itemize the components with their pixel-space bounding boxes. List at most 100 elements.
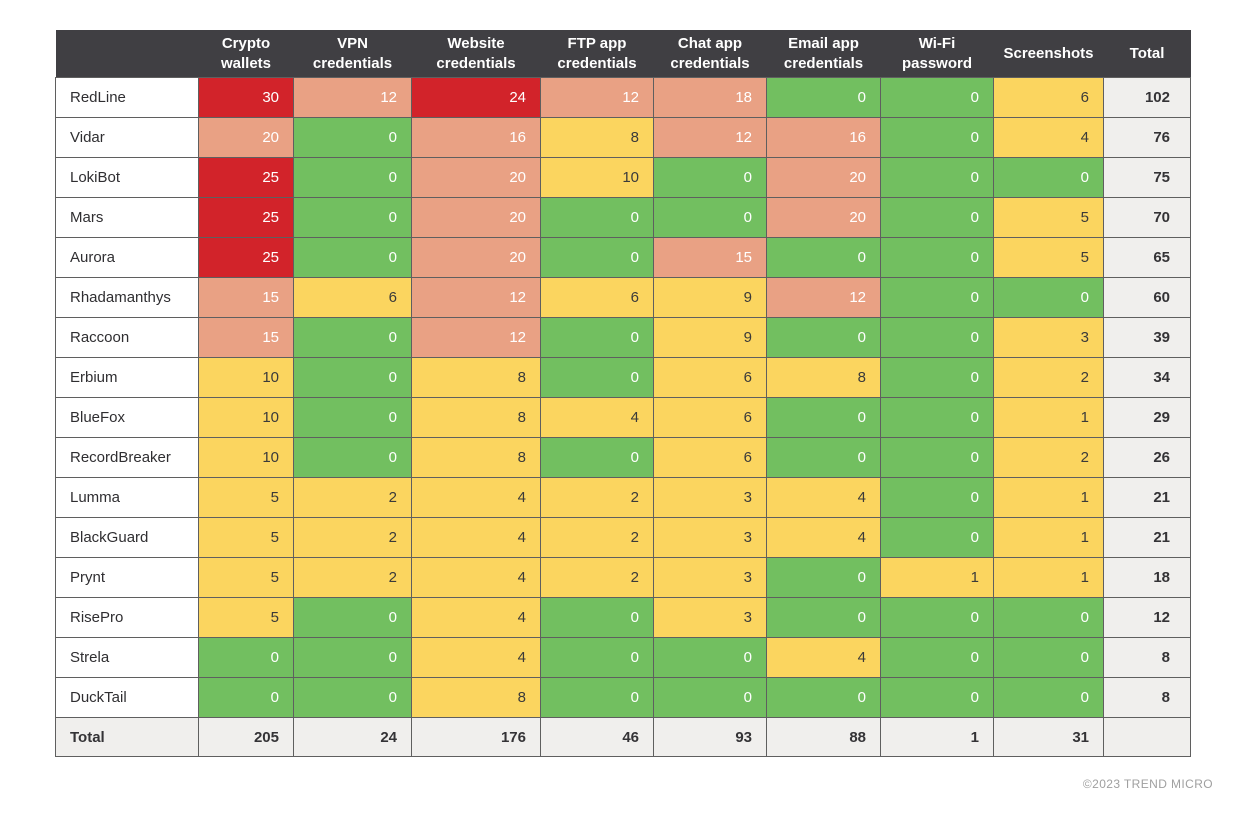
value-cell: 12 — [411, 317, 541, 358]
total-row: Total 205 24 176 46 93 88 1 31 — [55, 717, 1191, 757]
corner-header — [55, 30, 199, 78]
value-cell: 0 — [766, 237, 881, 278]
value-cell: 5 — [198, 477, 294, 518]
value-cell: 4 — [411, 597, 541, 638]
value-cell: 0 — [293, 437, 412, 478]
value-cell: 5 — [993, 197, 1104, 238]
row-total-cell: 12 — [1103, 597, 1191, 638]
value-cell: 1 — [993, 557, 1104, 598]
row-total-cell: 76 — [1103, 117, 1191, 158]
value-cell: 3 — [653, 517, 767, 558]
malware-name-cell: Lumma — [55, 477, 199, 518]
value-cell: 25 — [198, 157, 294, 198]
row-total-cell: 60 — [1103, 277, 1191, 318]
value-cell: 0 — [766, 437, 881, 478]
value-cell: 15 — [653, 237, 767, 278]
value-cell: 0 — [653, 197, 767, 238]
value-cell: 0 — [293, 157, 412, 198]
value-cell: 8 — [766, 357, 881, 398]
value-cell: 0 — [293, 317, 412, 358]
value-cell: 0 — [540, 677, 654, 718]
malware-name-cell: RisePro — [55, 597, 199, 638]
row-total-cell: 65 — [1103, 237, 1191, 278]
value-cell: 3 — [653, 477, 767, 518]
table-row: Raccoon 15 0 12 0 9 0 0 3 39 — [55, 317, 1191, 358]
row-total-cell: 8 — [1103, 677, 1191, 718]
value-cell: 0 — [880, 237, 994, 278]
malware-name-cell: LokiBot — [55, 157, 199, 198]
value-cell: 0 — [766, 317, 881, 358]
value-cell: 12 — [540, 77, 654, 118]
value-cell: 6 — [293, 277, 412, 318]
value-cell: 0 — [880, 437, 994, 478]
value-cell: 6 — [540, 277, 654, 318]
value-cell: 2 — [293, 557, 412, 598]
column-header: FTP app credentials — [540, 30, 654, 78]
value-cell: 0 — [293, 597, 412, 638]
table-body: RedLine 30 12 24 12 18 0 0 6 102 Vidar 20 0 16 8 12 16 0 4… — [55, 77, 1191, 757]
value-cell: 20 — [411, 157, 541, 198]
table-row: RisePro 5 0 4 0 3 0 0 0 12 — [55, 597, 1191, 638]
value-cell: 0 — [880, 197, 994, 238]
row-total-cell: 29 — [1103, 397, 1191, 438]
value-cell: 0 — [880, 517, 994, 558]
value-cell: 10 — [540, 157, 654, 198]
row-total-cell: 75 — [1103, 157, 1191, 198]
row-total-cell: 26 — [1103, 437, 1191, 478]
value-cell: 4 — [411, 637, 541, 678]
value-cell: 6 — [993, 77, 1104, 118]
value-cell: 0 — [540, 637, 654, 678]
value-cell: 0 — [766, 557, 881, 598]
value-cell: 8 — [411, 677, 541, 718]
value-cell: 0 — [766, 677, 881, 718]
value-cell: 0 — [540, 597, 654, 638]
value-cell: 20 — [411, 237, 541, 278]
malware-name-cell: Erbium — [55, 357, 199, 398]
value-cell: 12 — [653, 117, 767, 158]
value-cell: 4 — [766, 637, 881, 678]
value-cell: 15 — [198, 317, 294, 358]
data-table: Crypto wallets VPN credentials Website cre… — [55, 30, 1191, 757]
total-row-label: Total — [55, 717, 199, 757]
value-cell: 25 — [198, 197, 294, 238]
value-cell: 20 — [411, 197, 541, 238]
table-row: Mars 25 0 20 0 0 20 0 5 70 — [55, 197, 1191, 238]
value-cell: 0 — [293, 197, 412, 238]
value-cell: 0 — [293, 237, 412, 278]
row-total-cell: 21 — [1103, 517, 1191, 558]
malware-name-cell: RecordBreaker — [55, 437, 199, 478]
table-row: Lumma 5 2 4 2 3 4 0 1 21 — [55, 477, 1191, 518]
table-row: Vidar 20 0 16 8 12 16 0 4 76 — [55, 117, 1191, 158]
value-cell: 4 — [540, 397, 654, 438]
column-header: Crypto wallets — [198, 30, 294, 78]
malware-name-cell: Prynt — [55, 557, 199, 598]
grand-total-cell — [1103, 717, 1191, 757]
value-cell: 0 — [766, 397, 881, 438]
value-cell: 0 — [880, 637, 994, 678]
value-cell: 1 — [993, 517, 1104, 558]
value-cell: 1 — [993, 397, 1104, 438]
value-cell: 6 — [653, 437, 767, 478]
value-cell: 2 — [993, 357, 1104, 398]
value-cell: 2 — [293, 517, 412, 558]
copyright-credit: ©2023 TREND MICRO — [1082, 777, 1213, 791]
value-cell: 5 — [198, 557, 294, 598]
value-cell: 5 — [198, 597, 294, 638]
value-cell: 25 — [198, 237, 294, 278]
value-cell: 4 — [411, 477, 541, 518]
value-cell: 3 — [653, 597, 767, 638]
value-cell: 4 — [993, 117, 1104, 158]
value-cell: 0 — [653, 637, 767, 678]
value-cell: 12 — [766, 277, 881, 318]
value-cell: 4 — [766, 477, 881, 518]
malware-name-cell: Strela — [55, 637, 199, 678]
table-row: RedLine 30 12 24 12 18 0 0 6 102 — [55, 77, 1191, 118]
column-header: Chat app credentials — [653, 30, 767, 78]
malware-name-cell: DuckTail — [55, 677, 199, 718]
value-cell: 0 — [653, 157, 767, 198]
value-cell: 30 — [198, 77, 294, 118]
value-cell: 0 — [540, 197, 654, 238]
table-row: LokiBot 25 0 20 10 0 20 0 0 75 — [55, 157, 1191, 198]
value-cell: 15 — [198, 277, 294, 318]
value-cell: 10 — [198, 397, 294, 438]
